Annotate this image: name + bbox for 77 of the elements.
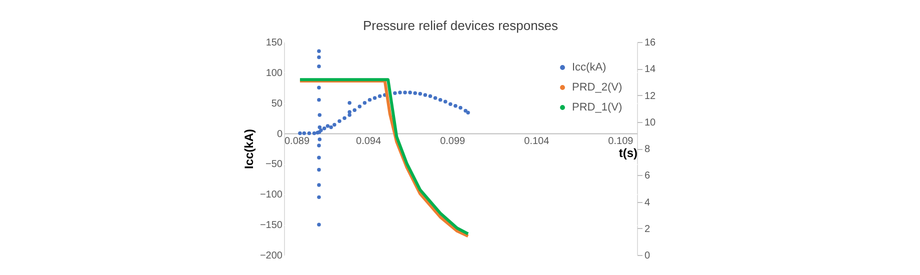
point bbox=[348, 110, 352, 114]
point bbox=[317, 183, 321, 187]
y-tick-label: −100 bbox=[260, 190, 283, 201]
legend-label: Icc(kA) bbox=[572, 62, 606, 74]
y2-tick-label: 4 bbox=[644, 197, 650, 208]
y2-tick-label: 8 bbox=[644, 144, 650, 155]
point bbox=[338, 119, 342, 123]
point bbox=[318, 113, 322, 117]
point bbox=[444, 100, 448, 104]
point bbox=[329, 125, 333, 130]
y-tick-label: 50 bbox=[271, 98, 283, 110]
point bbox=[454, 104, 458, 108]
y-tick-label: −50 bbox=[266, 159, 283, 170]
point bbox=[413, 91, 417, 95]
point bbox=[317, 222, 321, 226]
y-tick-label: 0 bbox=[276, 128, 283, 140]
y2-tick-label: 0 bbox=[644, 250, 650, 262]
point bbox=[317, 98, 321, 102]
point bbox=[332, 122, 336, 127]
point bbox=[312, 131, 316, 136]
point bbox=[358, 104, 362, 108]
point bbox=[372, 96, 377, 100]
y-tick-label: 150 bbox=[266, 38, 283, 48]
x-tick-label: 0.109 bbox=[608, 136, 634, 147]
point bbox=[428, 94, 432, 98]
y-tick-label: −150 bbox=[260, 220, 283, 232]
y2-tick-label: 6 bbox=[644, 170, 650, 182]
chart-title: Pressure relief devices responses bbox=[362, 18, 559, 33]
point bbox=[317, 86, 321, 90]
point bbox=[352, 108, 356, 112]
y-tick-label: 100 bbox=[266, 68, 283, 79]
point bbox=[317, 195, 321, 200]
y2-tick-label: 2 bbox=[644, 224, 650, 235]
legend-label: PRD_2(V) bbox=[572, 82, 622, 94]
point bbox=[302, 131, 306, 136]
point bbox=[408, 90, 412, 94]
point bbox=[322, 126, 326, 130]
point bbox=[433, 96, 438, 100]
point bbox=[317, 49, 321, 53]
y2-tick-label: 14 bbox=[644, 64, 656, 76]
y2-tick-label: 12 bbox=[644, 90, 656, 102]
point bbox=[466, 110, 470, 114]
point bbox=[307, 131, 312, 136]
point bbox=[342, 116, 346, 120]
point bbox=[423, 93, 428, 97]
point bbox=[393, 91, 397, 95]
point bbox=[317, 168, 321, 172]
point bbox=[448, 102, 452, 106]
y-tick-label: −200 bbox=[260, 250, 283, 262]
point bbox=[418, 92, 422, 96]
point bbox=[317, 64, 321, 68]
point bbox=[318, 138, 322, 142]
y2-tick-label: 10 bbox=[644, 117, 656, 128]
point bbox=[318, 125, 322, 130]
point bbox=[378, 94, 382, 98]
point bbox=[348, 113, 352, 117]
point bbox=[298, 131, 302, 136]
x-tick-label: 0.094 bbox=[356, 136, 382, 147]
x-tick-label: 0.104 bbox=[524, 136, 550, 147]
y-axis-title: Icc(kA) bbox=[242, 128, 256, 170]
point bbox=[458, 106, 462, 110]
legend-label: PRD_1(V) bbox=[572, 102, 622, 114]
point bbox=[368, 98, 372, 102]
x-tick-label: 0.099 bbox=[440, 136, 466, 147]
point bbox=[326, 124, 330, 128]
point bbox=[317, 144, 321, 148]
x-axis-title: t(s) bbox=[618, 146, 638, 160]
point bbox=[317, 55, 321, 60]
point bbox=[348, 100, 352, 105]
x-tick-label: 0.089 bbox=[284, 136, 310, 147]
point bbox=[438, 98, 442, 102]
point bbox=[398, 90, 402, 94]
y2-tick-label: 16 bbox=[644, 38, 656, 48]
point bbox=[464, 108, 468, 113]
point bbox=[403, 90, 407, 94]
point bbox=[362, 100, 367, 105]
point bbox=[317, 156, 321, 160]
